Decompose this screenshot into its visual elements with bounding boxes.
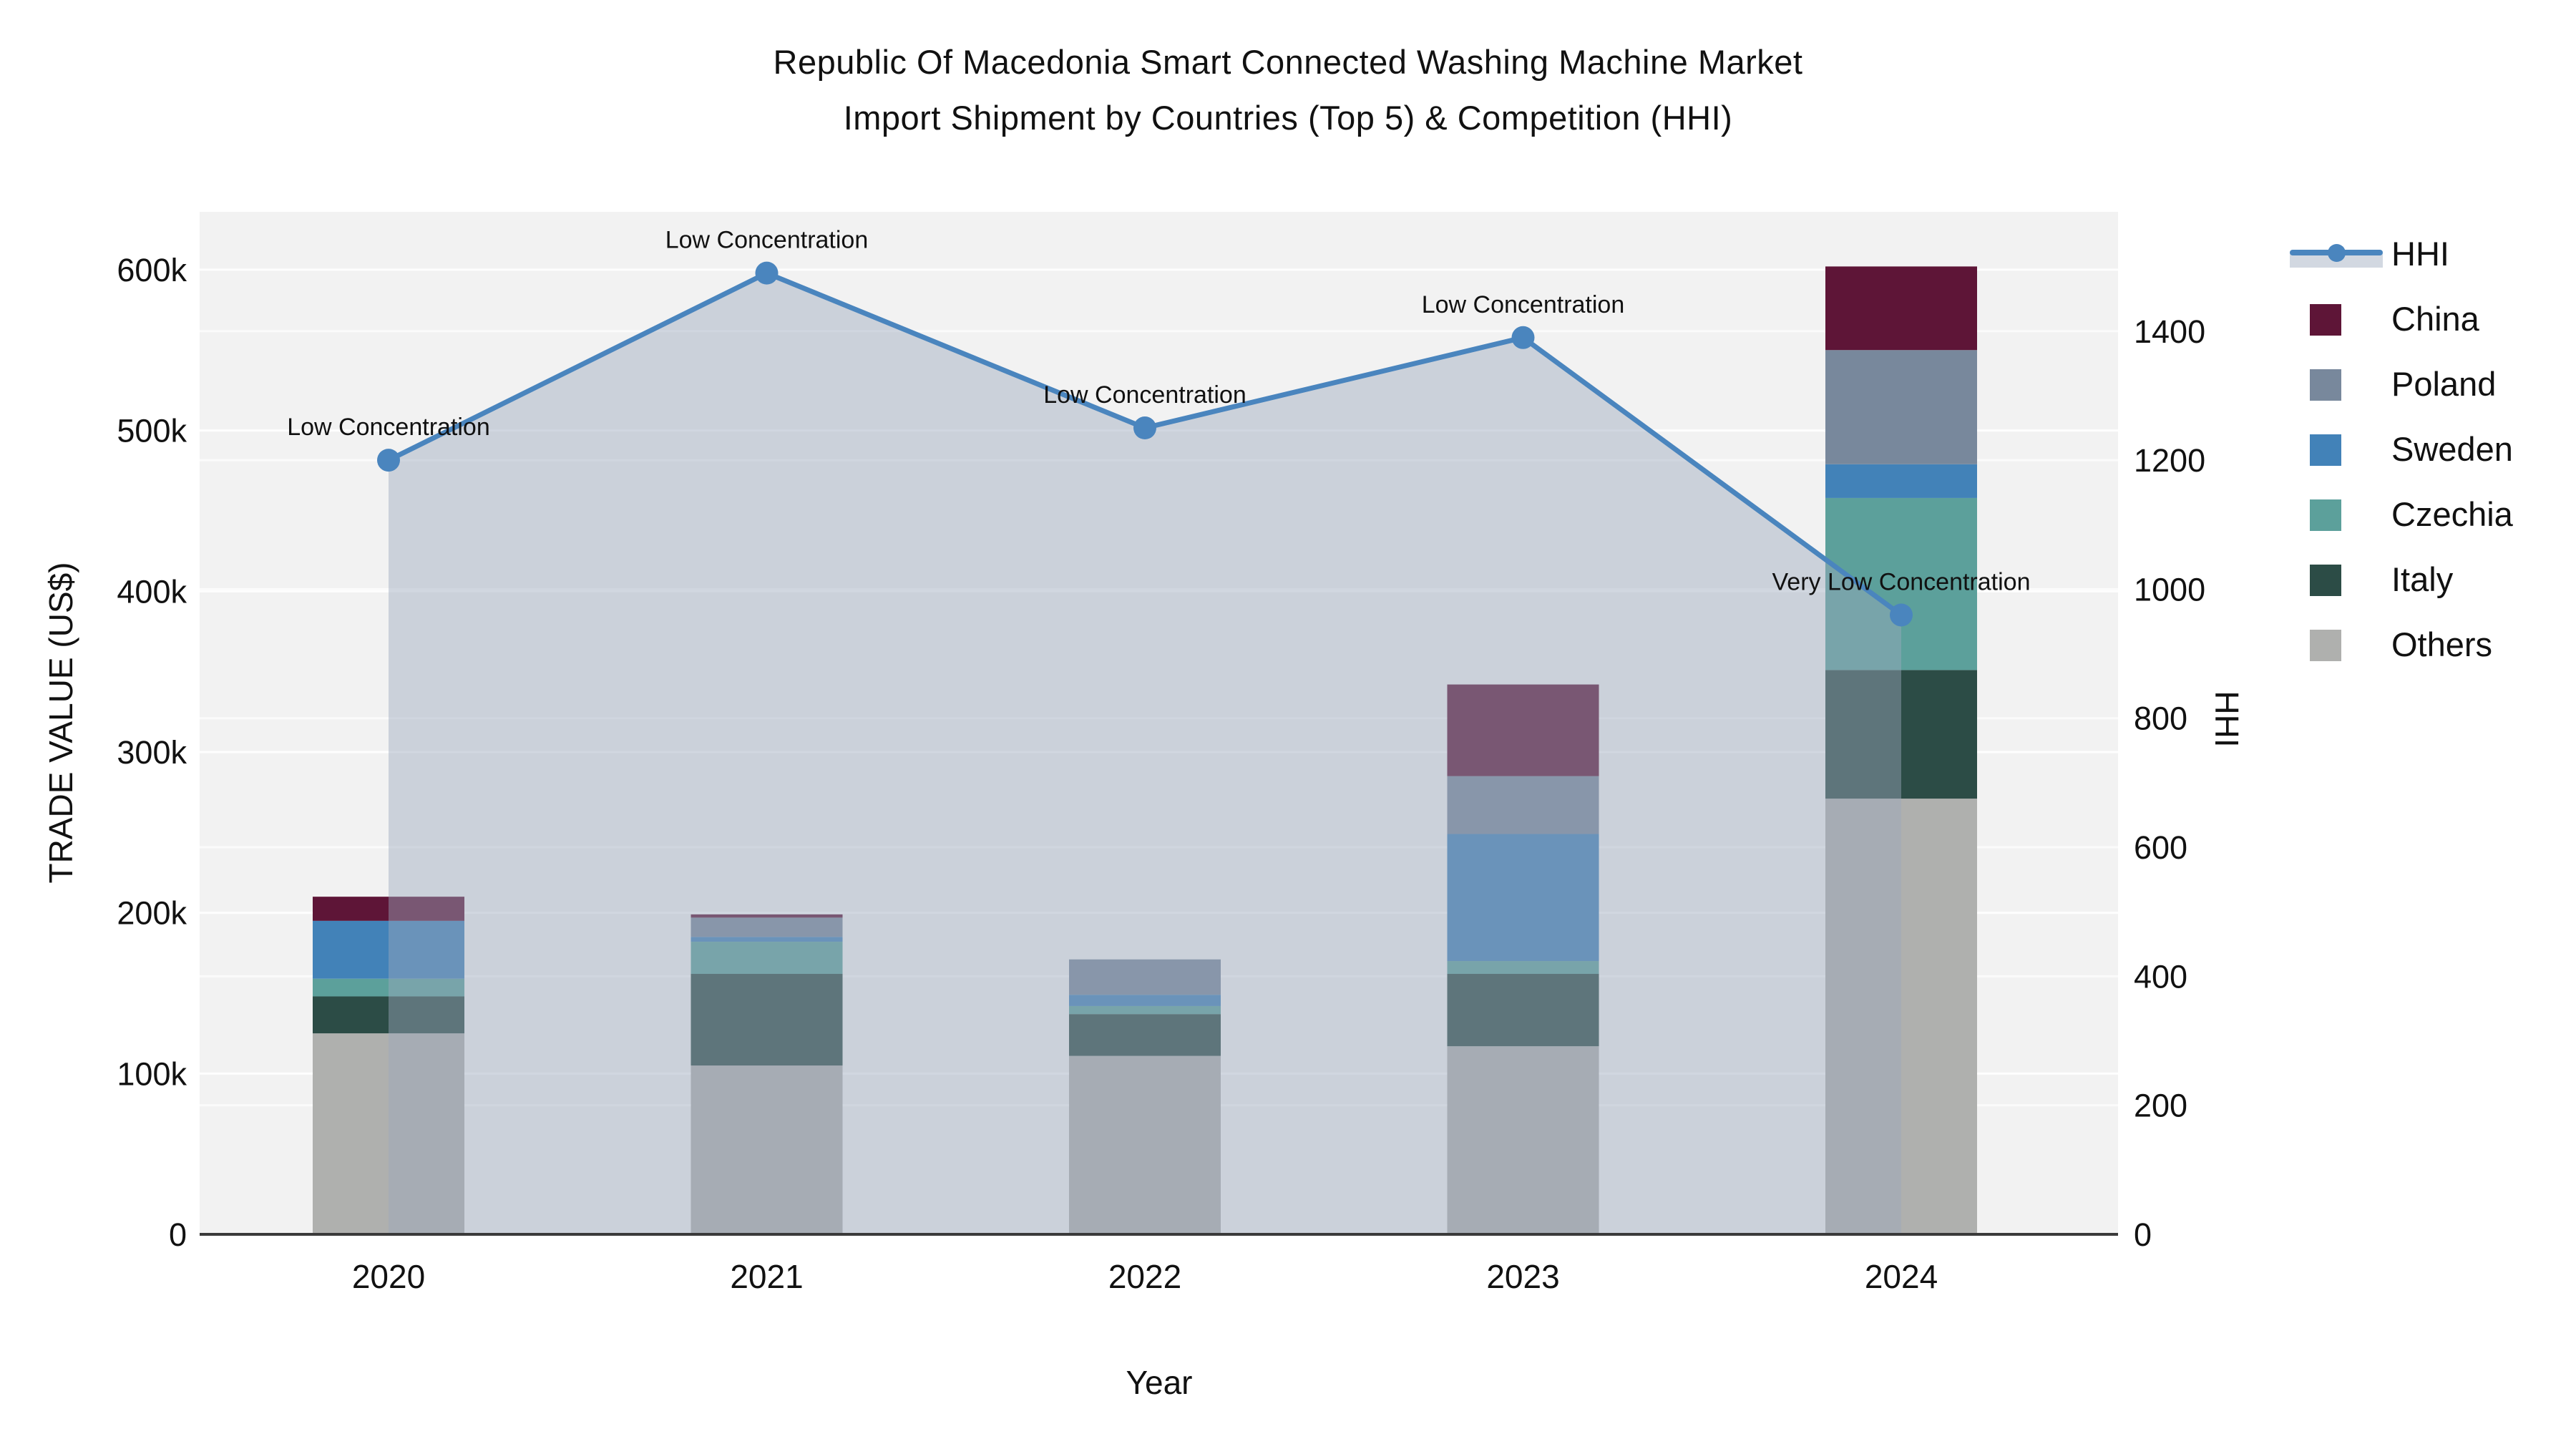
legend-label: Sweden [2391,429,2513,468]
bar-segment-czechia-2020[interactable] [313,978,464,997]
bar-segment-china-2024[interactable] [1825,266,1977,351]
legend-label: China [2391,299,2479,338]
y-right-tick-800: 800 [2134,701,2187,737]
bar-segment-others-2020[interactable] [313,1033,464,1234]
y-left-tick-500k: 500k [117,413,187,449]
bar-segment-sweden-2022[interactable] [1069,995,1221,1006]
annotation-2020: Low Concentration [287,414,490,441]
legend-label: Italy [2391,560,2454,598]
bar-segment-others-2023[interactable] [1447,1046,1599,1234]
y-right-tick-0: 0 [2134,1216,2152,1253]
x-tick-2021: 2021 [730,1258,803,1295]
annotation-2024: Very Low Concentration [1772,568,2031,595]
x-axis-title: Year [1126,1364,1193,1401]
bar-segment-others-2024[interactable] [1825,799,1977,1234]
annotation-2021: Low Concentration [665,227,869,254]
y-left-axis-title: TRADE VALUE (US$) [42,562,79,884]
y-right-tick-1000: 1000 [2134,571,2205,608]
bar-segment-poland-2023[interactable] [1447,776,1599,834]
italy-swatch-icon [2290,563,2383,596]
poland-swatch-icon [2290,368,2383,401]
bar-segment-czechia-2024[interactable] [1825,497,1977,670]
bar-segment-czechia-2022[interactable] [1069,1005,1221,1015]
legend-item-hhi[interactable]: HHI [2290,230,2513,276]
y-right-axis-title: HHI [2208,691,2245,748]
hhi-area-fill [389,273,1901,1234]
bar-segment-italy-2024[interactable] [1825,670,1977,799]
others-swatch-icon [2290,628,2383,661]
annotation-2023: Low Concentration [1422,291,1625,318]
legend: HHI China Poland Sweden Czechia Italy Others [2290,230,2513,667]
legend-swatch [2310,304,2341,336]
x-tick-2024: 2024 [1865,1258,1938,1295]
y-left-tick-0: 0 [169,1216,187,1253]
legend-swatch [2310,565,2341,596]
bar-segment-italy-2023[interactable] [1447,974,1599,1047]
bar-segment-china-2020[interactable] [313,897,464,921]
hhi-line-legend-icon [2290,238,2383,269]
legend-label: Others [2391,625,2493,663]
legend-item-china[interactable]: China [2290,296,2513,341]
czechia-swatch-icon [2290,498,2383,531]
chart-title-line1: Republic Of Macedonia Smart Connected Wa… [773,43,1803,81]
legend-label: Poland [2391,364,2497,403]
bar-segment-italy-2022[interactable] [1069,1014,1221,1056]
y-left-tick-400k: 400k [117,573,187,610]
legend-item-poland[interactable]: Poland [2290,361,2513,406]
bar-segment-poland-2024[interactable] [1825,350,1977,464]
x-tick-2022: 2022 [1108,1258,1181,1295]
bar-segment-sweden-2024[interactable] [1825,464,1977,498]
hhi-marker-swatch [2328,244,2346,262]
y-right-tick-200: 200 [2134,1088,2187,1124]
legend-item-sweden[interactable]: Sweden [2290,426,2513,472]
y-right-tick-400: 400 [2134,958,2187,995]
y-right-tick-600: 600 [2134,829,2187,866]
hhi-marker-2024[interactable] [1890,603,1913,627]
legend-item-czechia[interactable]: Czechia [2290,491,2513,537]
bar-segment-china-2021[interactable] [691,914,843,918]
legend-label: Czechia [2391,494,2513,533]
hhi-marker-2022[interactable] [1133,416,1156,440]
y-left-tick-100k: 100k [117,1055,187,1092]
bar-segment-sweden-2020[interactable] [313,920,464,979]
bar-segment-poland-2021[interactable] [691,917,843,937]
hhi-marker-2023[interactable] [1511,326,1535,349]
bar-segment-czechia-2021[interactable] [691,942,843,975]
y-left-tick-600k: 600k [117,252,187,288]
y-left-tick-200k: 200k [117,895,187,932]
bar-segment-poland-2022[interactable] [1069,959,1221,995]
bar-segment-italy-2020[interactable] [313,996,464,1034]
legend-item-italy[interactable]: Italy [2290,556,2513,602]
legend-swatch [2310,434,2341,466]
bar-segment-czechia-2023[interactable] [1447,961,1599,975]
sweden-swatch-icon [2290,433,2383,466]
bar-segment-china-2023[interactable] [1447,684,1599,776]
bar-segment-others-2021[interactable] [691,1065,843,1234]
y-right-tick-1200: 1200 [2134,442,2205,479]
bar-segment-sweden-2021[interactable] [691,937,843,942]
hhi-marker-2020[interactable] [377,449,400,472]
legend-swatch [2310,499,2341,531]
china-swatch-icon [2290,303,2383,336]
annotation-2022: Low Concentration [1043,381,1246,409]
bar-segment-sweden-2023[interactable] [1447,834,1599,962]
legend-item-others[interactable]: Others [2290,621,2513,667]
legend-swatch [2310,369,2341,401]
y-left-tick-300k: 300k [117,734,187,771]
bar-segment-italy-2021[interactable] [691,974,843,1066]
y-right-tick-1400: 1400 [2134,313,2205,350]
legend-swatch [2310,630,2341,661]
x-tick-2023: 2023 [1486,1258,1559,1295]
bar-segment-others-2022[interactable] [1069,1055,1221,1234]
legend-label: HHI [2391,234,2449,273]
chart-title: Republic Of Macedonia Smart Connected Wa… [0,34,2576,146]
chart-title-line2: Import Shipment by Countries (Top 5) & C… [843,99,1733,137]
x-tick-2020: 2020 [352,1258,425,1295]
hhi-marker-2021[interactable] [755,261,779,285]
